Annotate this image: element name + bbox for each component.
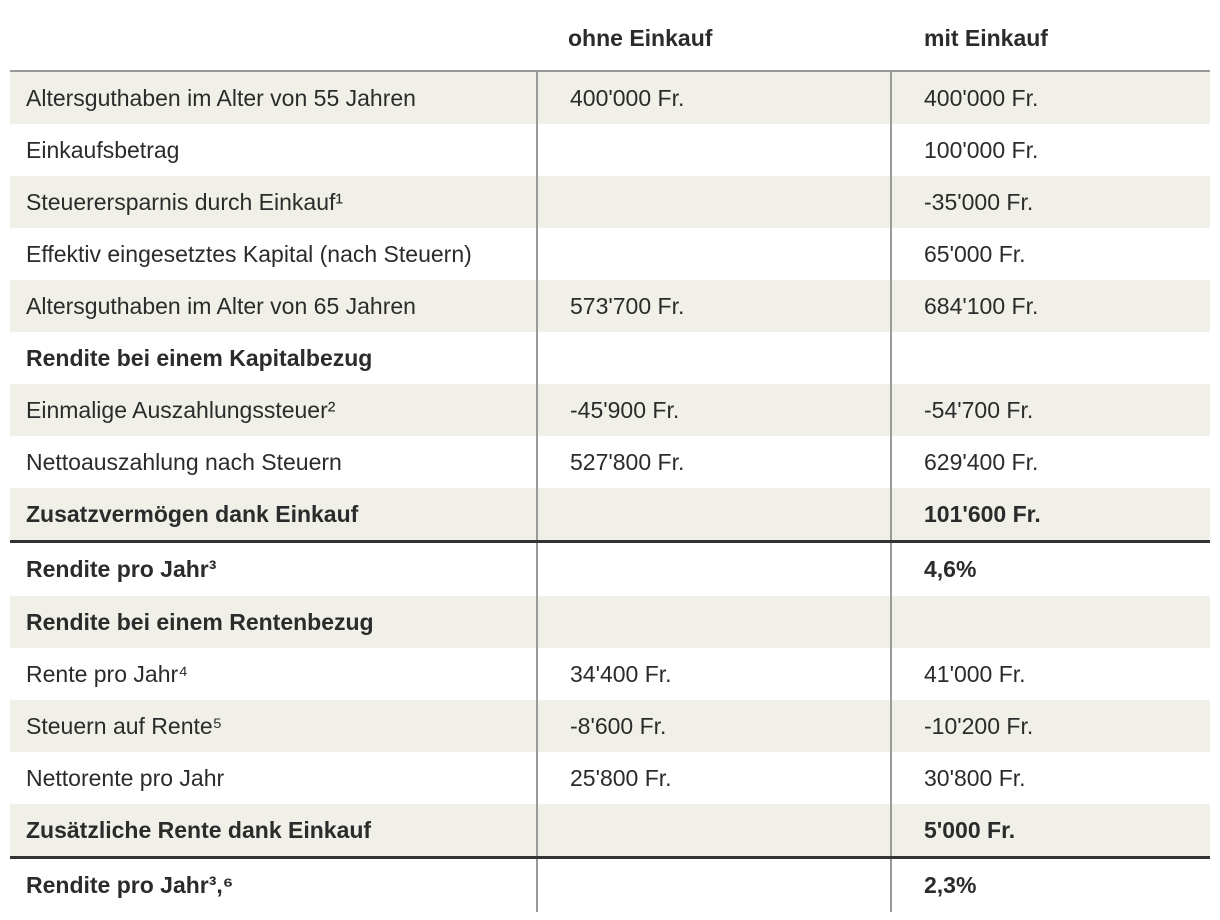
row-label: Nettoauszahlung nach Steuern xyxy=(26,448,342,475)
row-value-ohne: 25'800 Fr. xyxy=(536,752,890,804)
row-value-mit: 100'000 Fr. xyxy=(890,124,1210,176)
row-value-ohne xyxy=(536,488,890,540)
row-value-mit: 65'000 Fr. xyxy=(890,228,1210,280)
row-value-ohne: 400'000 Fr. xyxy=(536,72,890,124)
row-value-ohne xyxy=(536,859,890,912)
table-row: Nettorente pro Jahr 25'800 Fr. 30'800 Fr… xyxy=(10,752,1210,804)
row-value-mit: -54'700 Fr. xyxy=(890,384,1210,436)
yield-row: Rendite pro Jahr³,⁶ 2,3% xyxy=(10,856,1210,912)
total-row: Zusatzvermögen dank Einkauf 101'600 Fr. xyxy=(10,488,1210,540)
row-value-ohne: 34'400 Fr. xyxy=(536,648,890,700)
row-label: Einkaufsbetrag xyxy=(26,136,180,163)
header-ohne-einkauf: ohne Einkauf xyxy=(568,24,713,51)
table-row: Rente pro Jahr⁴ 34'400 Fr. 41'000 Fr. xyxy=(10,648,1210,700)
row-label: Effektiv eingesetztes Kapital (nach Steu… xyxy=(26,240,472,267)
table-row: Einkaufsbetrag 100'000 Fr. xyxy=(10,124,1210,176)
row-value-mit: 629'400 Fr. xyxy=(890,436,1210,488)
row-value-ohne xyxy=(536,176,890,228)
table-row: Effektiv eingesetztes Kapital (nach Steu… xyxy=(10,228,1210,280)
row-value-mit: 30'800 Fr. xyxy=(890,752,1210,804)
row-label: Rendite bei einem Kapitalbezug xyxy=(26,344,373,371)
row-value-ohne xyxy=(536,543,890,596)
row-label: Zusatzvermögen dank Einkauf xyxy=(26,500,359,527)
row-value-ohne xyxy=(536,804,890,856)
table-row: Steuerersparnis durch Einkauf¹ -35'000 F… xyxy=(10,176,1210,228)
row-label: Rendite bei einem Rentenbezug xyxy=(26,608,374,635)
row-value-mit: 5'000 Fr. xyxy=(890,804,1210,856)
row-value-mit xyxy=(890,332,1210,384)
row-value-mit: 2,3% xyxy=(890,859,1210,912)
row-value-ohne xyxy=(536,124,890,176)
row-value-ohne xyxy=(536,332,890,384)
row-value-mit: 41'000 Fr. xyxy=(890,648,1210,700)
row-value-ohne xyxy=(536,596,890,648)
row-value-ohne xyxy=(536,228,890,280)
total-row: Zusätzliche Rente dank Einkauf 5'000 Fr. xyxy=(10,804,1210,856)
table-row: Nettoauszahlung nach Steuern 527'800 Fr.… xyxy=(10,436,1210,488)
row-label: Altersguthaben im Alter von 55 Jahren xyxy=(26,84,416,111)
row-label: Steuern auf Rente⁵ xyxy=(26,712,223,739)
header-mit-einkauf: mit Einkauf xyxy=(924,24,1048,51)
yield-row: Rendite pro Jahr³ 4,6% xyxy=(10,540,1210,596)
row-value-ohne: -8'600 Fr. xyxy=(536,700,890,752)
row-label: Altersguthaben im Alter von 65 Jahren xyxy=(26,292,416,319)
row-value-ohne: 573'700 Fr. xyxy=(536,280,890,332)
row-label: Nettorente pro Jahr xyxy=(26,764,225,791)
row-value-mit: 4,6% xyxy=(890,543,1210,596)
section-heading-row: Rendite bei einem Kapitalbezug xyxy=(10,332,1210,384)
row-label: Zusätzliche Rente dank Einkauf xyxy=(26,816,372,843)
row-value-mit xyxy=(890,596,1210,648)
row-value-mit: 684'100 Fr. xyxy=(890,280,1210,332)
row-value-ohne: -45'900 Fr. xyxy=(536,384,890,436)
row-value-mit: 400'000 Fr. xyxy=(890,72,1210,124)
row-label: Rente pro Jahr⁴ xyxy=(26,660,189,687)
table-row: Einmalige Auszahlungssteuer² -45'900 Fr.… xyxy=(10,384,1210,436)
table-header: ohne Einkauf mit Einkauf xyxy=(10,0,1210,72)
row-label: Einmalige Auszahlungssteuer² xyxy=(26,396,336,423)
row-value-mit: -10'200 Fr. xyxy=(890,700,1210,752)
row-label: Rendite pro Jahr³ xyxy=(26,556,217,582)
row-label: Rendite pro Jahr³,⁶ xyxy=(26,872,234,898)
row-value-mit: -35'000 Fr. xyxy=(890,176,1210,228)
row-value-ohne: 527'800 Fr. xyxy=(536,436,890,488)
header-label-col xyxy=(10,0,536,70)
row-label: Steuerersparnis durch Einkauf¹ xyxy=(26,188,344,215)
row-value-mit: 101'600 Fr. xyxy=(890,488,1210,540)
section-heading-row: Rendite bei einem Rentenbezug xyxy=(10,596,1210,648)
table-row: Steuern auf Rente⁵ -8'600 Fr. -10'200 Fr… xyxy=(10,700,1210,752)
comparison-table: ohne Einkauf mit Einkauf Altersguthaben … xyxy=(10,0,1210,912)
table-row: Altersguthaben im Alter von 55 Jahren 40… xyxy=(10,72,1210,124)
table-row: Altersguthaben im Alter von 65 Jahren 57… xyxy=(10,280,1210,332)
